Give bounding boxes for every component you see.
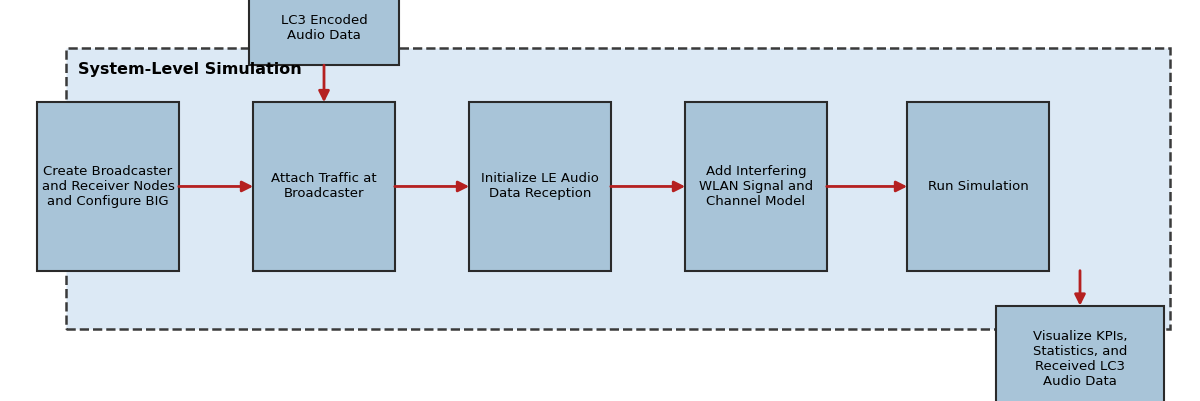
- Bar: [253, 102, 395, 271]
- Text: Attach Traffic at
Broadcaster: Attach Traffic at Broadcaster: [271, 172, 377, 200]
- Text: Visualize KPIs,
Statistics, and
Received LC3
Audio Data: Visualize KPIs, Statistics, and Received…: [1033, 330, 1127, 388]
- Text: LC3 Encoded
Audio Data: LC3 Encoded Audio Data: [281, 14, 367, 42]
- Text: Run Simulation: Run Simulation: [928, 180, 1028, 193]
- Text: System-Level Simulation: System-Level Simulation: [78, 62, 301, 77]
- Text: Add Interfering
WLAN Signal and
Channel Model: Add Interfering WLAN Signal and Channel …: [698, 165, 814, 208]
- Bar: [469, 102, 611, 271]
- Bar: [66, 48, 1170, 329]
- Text: Initialize LE Audio
Data Reception: Initialize LE Audio Data Reception: [481, 172, 599, 200]
- Bar: [907, 102, 1049, 271]
- Bar: [996, 306, 1164, 401]
- Bar: [250, 0, 398, 65]
- Bar: [37, 102, 179, 271]
- Text: Create Broadcaster
and Receiver Nodes
and Configure BIG: Create Broadcaster and Receiver Nodes an…: [42, 165, 174, 208]
- Bar: [685, 102, 827, 271]
